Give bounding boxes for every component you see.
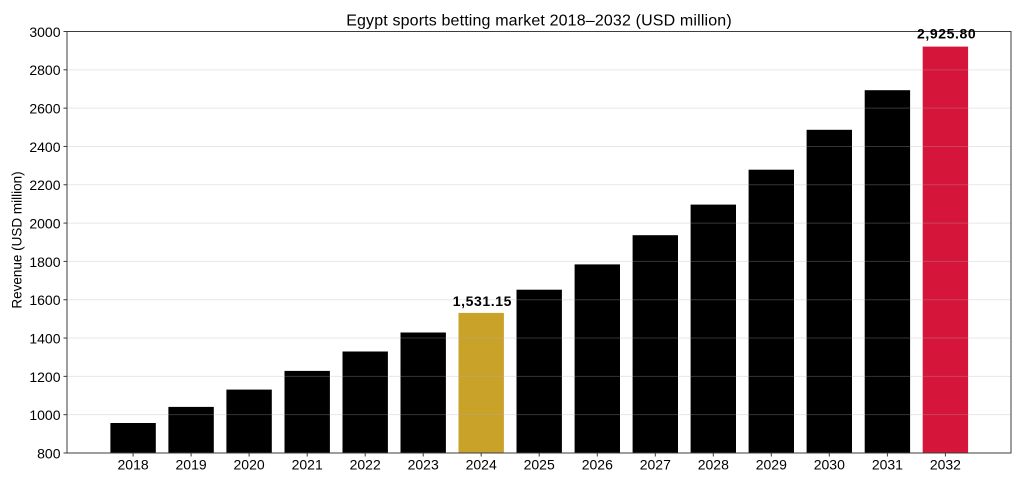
svg-text:1,531.15: 1,531.15: [453, 293, 512, 309]
svg-text:2022: 2022: [350, 457, 381, 473]
svg-text:Revenue (USD million): Revenue (USD million): [10, 171, 25, 308]
svg-text:1000: 1000: [29, 407, 60, 423]
svg-text:2024: 2024: [466, 457, 497, 473]
svg-text:2400: 2400: [29, 139, 60, 155]
svg-text:2029: 2029: [756, 457, 787, 473]
svg-text:800: 800: [37, 445, 61, 461]
svg-text:1800: 1800: [29, 254, 60, 270]
svg-text:2028: 2028: [698, 457, 729, 473]
svg-text:2,925.80: 2,925.80: [917, 25, 976, 41]
svg-text:2032: 2032: [930, 457, 961, 473]
svg-text:2030: 2030: [814, 457, 845, 473]
svg-text:3000: 3000: [29, 24, 60, 40]
svg-text:1400: 1400: [29, 330, 60, 346]
svg-text:2800: 2800: [29, 62, 60, 78]
svg-text:2019: 2019: [176, 457, 207, 473]
svg-text:2025: 2025: [524, 457, 555, 473]
svg-text:2600: 2600: [29, 101, 60, 117]
svg-text:Egypt sports betting market 20: Egypt sports betting market 2018–2032 (U…: [346, 13, 732, 30]
svg-text:2026: 2026: [582, 457, 613, 473]
svg-text:2023: 2023: [408, 457, 439, 473]
svg-text:2200: 2200: [29, 177, 60, 193]
svg-text:2027: 2027: [640, 457, 671, 473]
svg-text:2018: 2018: [118, 457, 149, 473]
svg-text:2021: 2021: [292, 457, 323, 473]
svg-text:2000: 2000: [29, 215, 60, 231]
svg-text:1600: 1600: [29, 292, 60, 308]
svg-text:2031: 2031: [872, 457, 903, 473]
svg-text:1200: 1200: [29, 369, 60, 385]
svg-text:2020: 2020: [234, 457, 265, 473]
